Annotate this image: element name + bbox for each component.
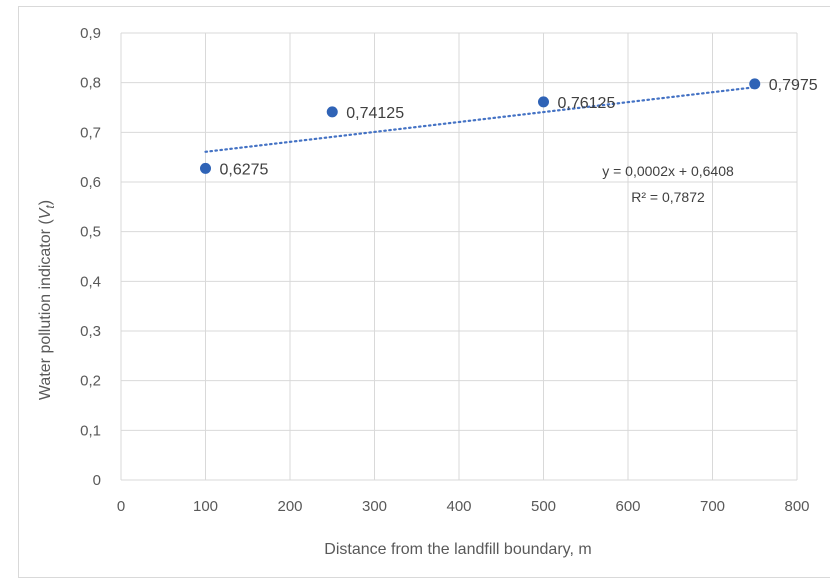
- y-tick-label: 0,7: [80, 124, 101, 141]
- vertical-gridlines: [120, 33, 798, 480]
- y-axis-title-symbol: V: [37, 207, 54, 219]
- trend-r-squared: R² = 0,7872: [631, 189, 705, 205]
- y-axis-title-subscript: t: [43, 205, 57, 209]
- y-axis-title-suffix: ): [37, 200, 54, 205]
- x-axis-title: Distance from the landfill boundary, m: [324, 541, 591, 558]
- y-tick-label: 0,4: [80, 273, 101, 290]
- y-axis-title-prefix: Water pollution indicator (: [37, 219, 54, 400]
- x-tick-label: 600: [615, 498, 640, 515]
- data-label: 0,76125: [558, 95, 616, 112]
- y-tick-label: 0,9: [80, 25, 101, 42]
- x-tick-label: 800: [784, 498, 809, 515]
- data-point: [200, 162, 211, 174]
- x-tick-label: 500: [531, 498, 556, 515]
- y-tick-label: 0,8: [80, 75, 101, 92]
- y-axis-title: Water pollution indicator (Vt): [37, 200, 57, 400]
- data-point: [538, 96, 549, 108]
- x-tick-label: 700: [700, 498, 725, 515]
- y-tick-label: 0,1: [80, 422, 101, 439]
- y-tick-label: 0: [93, 472, 101, 489]
- horizontal-gridlines: [121, 32, 797, 481]
- data-point: [326, 106, 338, 118]
- data-label: 0,6275: [220, 161, 269, 178]
- trendline: [204, 86, 756, 153]
- x-tick-labels: 0 100 200 300 400 500 600 700 800: [117, 498, 810, 515]
- x-tick-label: 400: [446, 498, 471, 515]
- y-tick-label: 0,2: [80, 373, 101, 390]
- data-points: [200, 78, 761, 174]
- data-labels: 0,6275 0,74125 0,76125 0,7975: [220, 77, 818, 178]
- x-tick-label: 300: [362, 498, 387, 515]
- y-tick-label: 0,6: [80, 174, 101, 191]
- y-tick-label: 0,3: [80, 323, 101, 340]
- trend-equation: y = 0,0002x + 0,6408: [602, 163, 734, 179]
- y-tick-label: 0,5: [80, 224, 101, 241]
- data-point: [749, 78, 761, 90]
- x-tick-label: 0: [117, 498, 125, 515]
- y-tick-labels: 0 0,1 0,2 0,3 0,4 0,5 0,6 0,7 0,8 0,9: [80, 25, 101, 489]
- data-label: 0,74125: [346, 105, 404, 122]
- x-tick-label: 200: [277, 498, 302, 515]
- data-label: 0,7975: [769, 77, 818, 94]
- chart-frame: [18, 6, 830, 578]
- x-tick-label: 100: [193, 498, 218, 515]
